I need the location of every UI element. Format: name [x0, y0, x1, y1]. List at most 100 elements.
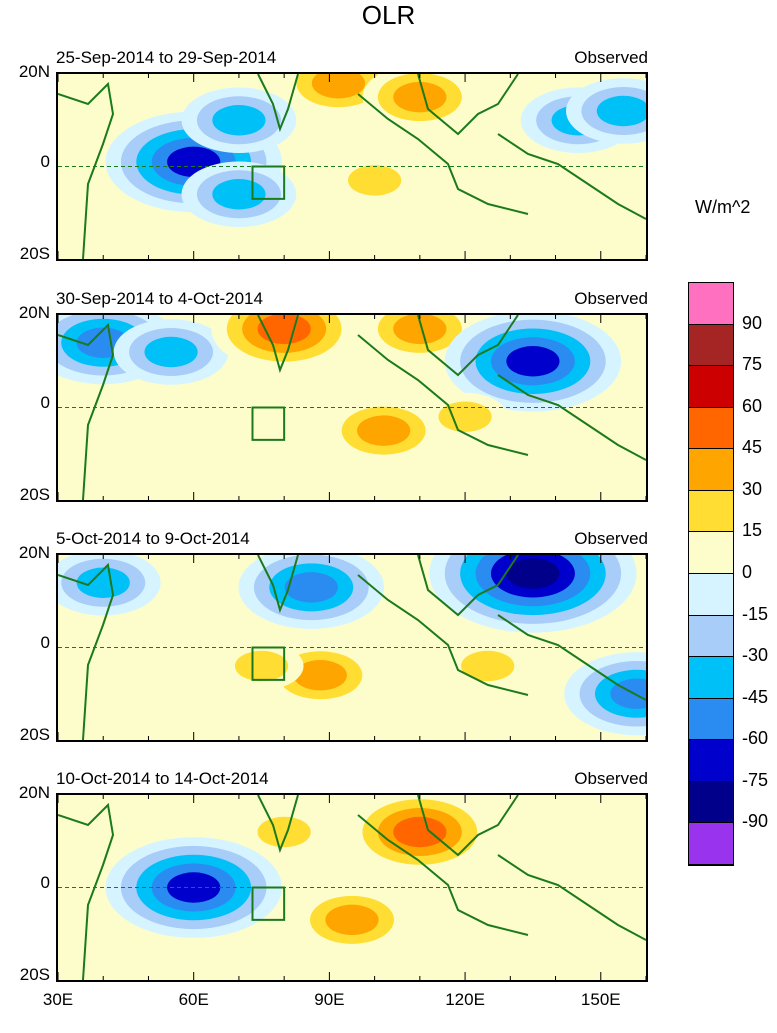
coastline [417, 315, 519, 377]
colorbar-label: 60 [742, 395, 763, 416]
olr-anomaly-contour [506, 558, 560, 589]
olr-anomaly-contour [284, 572, 338, 603]
colorbar-label: -60 [742, 728, 769, 749]
latitude-label: 0 [40, 873, 50, 892]
coastline [497, 614, 646, 701]
panel-observed-label: Observed [574, 769, 648, 788]
coastline [417, 555, 519, 617]
panel-observed-label: Observed [574, 289, 648, 308]
colorbar-swatch [689, 366, 733, 408]
coastline [58, 802, 115, 980]
panel-observed-label: Observed [574, 529, 648, 548]
olr-anomaly-contour [293, 660, 347, 691]
colorbar-label: 0 [742, 562, 753, 582]
region-box [251, 406, 286, 441]
colorbar-swatch [689, 615, 733, 658]
panel-period-label: 25-Sep-2014 to 29-Sep-2014 [56, 48, 277, 67]
latitude-label: 20N [18, 303, 50, 322]
panel-period-label: 30-Sep-2014 to 4-Oct-2014 [56, 289, 263, 308]
colorbar-swatch [689, 407, 733, 450]
colorbar-label: -30 [742, 645, 769, 666]
colorbar-label: 90 [742, 312, 763, 333]
longitude-label: 120E [445, 990, 485, 1009]
colorbar-label: -15 [742, 603, 769, 624]
latitude-label: 0 [40, 393, 50, 412]
olr-map [56, 553, 648, 742]
latitude-label: 20S [19, 965, 50, 984]
coastline [257, 315, 299, 374]
olr-anomaly-contour [212, 179, 266, 210]
olr-map [56, 313, 648, 502]
olr-anomaly-contour [596, 95, 646, 127]
latitude-label: 20N [18, 543, 50, 562]
coastline [58, 562, 115, 740]
olr-anomaly-contour [438, 401, 492, 432]
longitude-label: 30E [42, 990, 74, 1009]
coastline [417, 74, 519, 136]
coastline [357, 814, 529, 936]
coastline [417, 795, 519, 857]
map-panel-3: 5-Oct-2014 to 9-Oct-2014 Observed 20N 0 20S [0, 529, 680, 793]
colorbar-label: 45 [742, 437, 763, 458]
olr-anomaly-contour [257, 315, 311, 345]
olr-anomaly-contour [393, 315, 447, 345]
colorbar-swatch [689, 283, 733, 325]
olr-map-svg [58, 555, 646, 740]
panel-period-label: 5-Oct-2014 to 9-Oct-2014 [56, 529, 250, 548]
latitude-label: 20S [19, 244, 50, 263]
map-panel-1: 25-Sep-2014 to 29-Sep-2014 Observed 20N 0 20… [0, 48, 680, 312]
olr-anomaly-contour [506, 346, 560, 377]
coastline [58, 322, 115, 500]
latitude-label: 20N [18, 783, 50, 802]
coastline [357, 334, 529, 456]
olr-map-svg [58, 74, 646, 259]
colorbar-label: -75 [742, 769, 769, 790]
colorbar-label: 75 [742, 354, 763, 375]
latitude-label: 20S [19, 725, 50, 744]
olr-anomaly-contour [461, 650, 515, 682]
coastline [497, 133, 646, 220]
olr-anomaly-contour [144, 336, 198, 368]
longitude-label: 150E [580, 990, 621, 1009]
colorbar-swatch [689, 532, 733, 574]
map-panel-2: 30-Sep-2014 to 4-Oct-2014 Observed 20N 0 20S [0, 289, 680, 553]
latitude-label: 20N [18, 62, 50, 81]
map-panel-4: 10-Oct-2014 to 14-Oct-2014 Observed 20N 0 20… [0, 769, 680, 1033]
olr-anomaly-contour [506, 816, 560, 848]
colorbar [688, 282, 734, 866]
olr-map-svg [58, 795, 646, 980]
coastline [257, 555, 299, 614]
colorbar-label: 30 [742, 478, 763, 499]
colorbar-swatch [689, 490, 733, 533]
colorbar-swatch [689, 449, 733, 491]
region-box [251, 886, 286, 921]
region-box [251, 646, 286, 681]
latitude-label: 0 [40, 152, 50, 171]
colorbar-swatch [689, 740, 733, 782]
colorbar-label: -90 [742, 811, 769, 832]
longitude-label: 60E [178, 990, 209, 1009]
olr-map [56, 72, 648, 261]
colorbar-swatch [689, 781, 733, 824]
olr-map-svg [58, 315, 646, 500]
coastline [58, 81, 115, 259]
region-box [251, 165, 286, 200]
longitude-label: 90E [314, 990, 345, 1009]
colorbar-swatch [689, 574, 733, 616]
figure-title: OLR [361, 0, 416, 30]
olr-anomaly-contour [357, 415, 411, 446]
olr-anomaly-contour [257, 816, 311, 848]
colorbar-units: W/m^2 [695, 197, 751, 217]
coastline [357, 574, 529, 696]
colorbar-swatch [689, 698, 733, 741]
olr-anomaly-contour [348, 165, 402, 196]
olr-anomaly-contour [325, 904, 379, 936]
panel-observed-label: Observed [574, 48, 648, 67]
olr-anomaly-contour [76, 567, 130, 598]
olr-anomaly-contour [393, 81, 447, 113]
colorbar-swatch [689, 657, 733, 699]
panel-period-label: 10-Oct-2014 to 14-Oct-2014 [56, 769, 269, 788]
latitude-label: 20S [19, 485, 50, 504]
latitude-label: 0 [40, 633, 50, 652]
olr-anomaly-contour [311, 74, 366, 99]
